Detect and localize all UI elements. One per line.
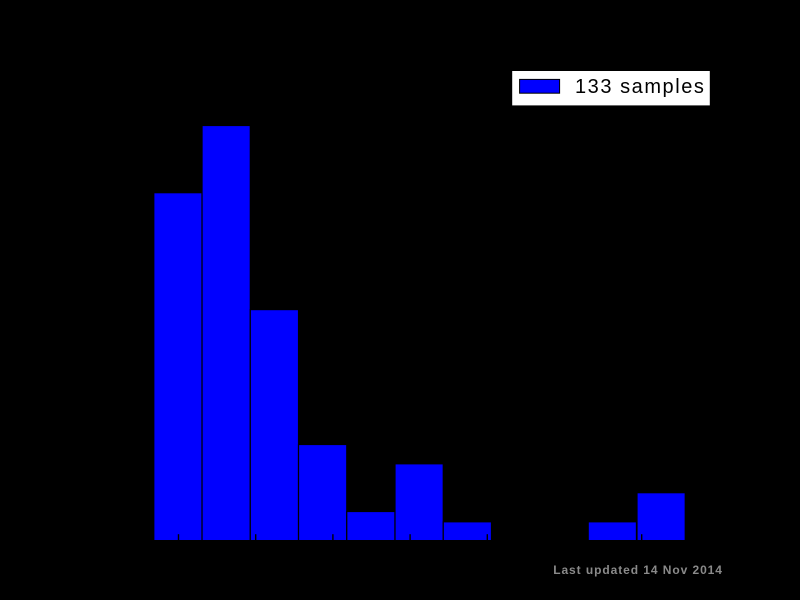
svg-text:133 samples: 133 samples	[575, 76, 705, 98]
svg-text:Last updated 14 Nov 2014: Last updated 14 Nov 2014	[553, 563, 723, 577]
